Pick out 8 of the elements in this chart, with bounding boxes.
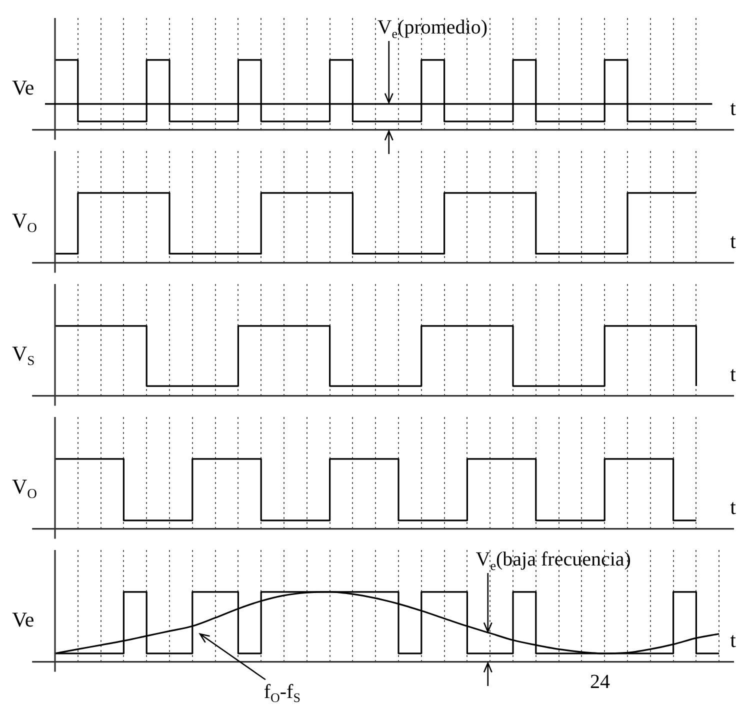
x-axis-title: t (730, 628, 736, 652)
x-axis-title: t (730, 228, 736, 253)
y-axis-title: Ve (12, 607, 34, 632)
x-axis-title: t (730, 362, 736, 386)
x-axis-title: t (730, 494, 736, 519)
y-axis-title: Ve (12, 75, 34, 100)
x-axis-title: t (730, 96, 736, 120)
text: 24 (590, 670, 610, 693)
